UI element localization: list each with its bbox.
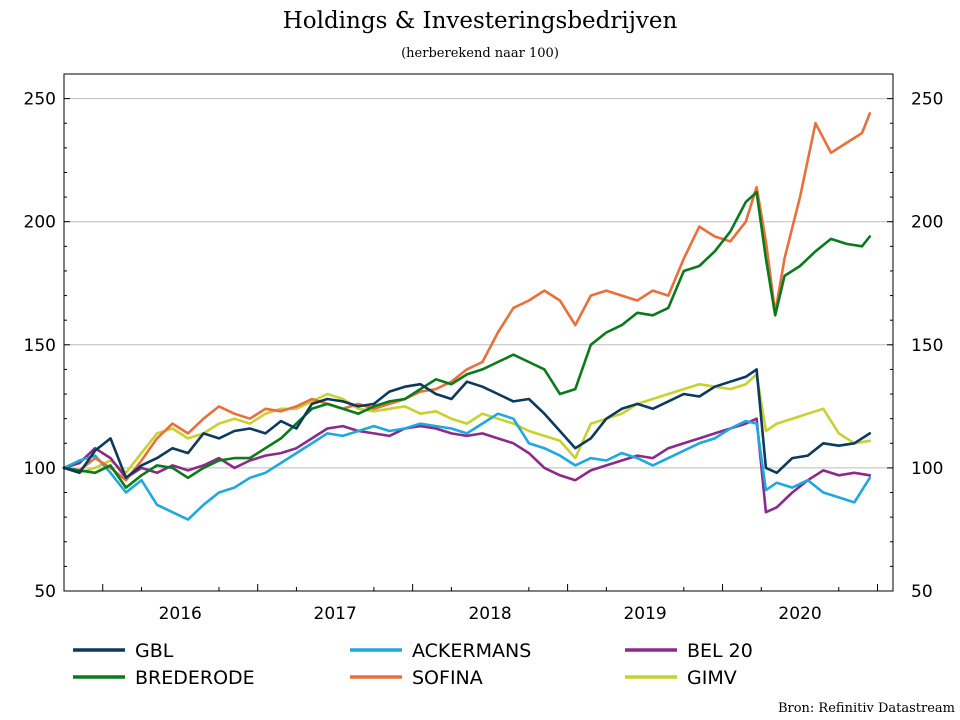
y-tick-right-100: 100 — [911, 459, 943, 479]
y-tick-left-200: 200 — [24, 213, 56, 233]
x-tick-2016: 2016 — [159, 604, 202, 624]
x-tick-2017: 2017 — [314, 604, 357, 624]
x-tick-2018: 2018 — [468, 604, 511, 624]
series-line-brederode — [62, 190, 872, 489]
y-tick-left-100: 100 — [24, 459, 56, 479]
series-line-ackermans — [62, 412, 872, 521]
source-note: Bron: Refinitiv Datastream — [778, 701, 955, 716]
y-tick-right-250: 250 — [911, 90, 943, 110]
series-line-gimv — [62, 373, 872, 475]
series-lines — [62, 112, 872, 521]
legend-label-sofina: SOFINA — [412, 667, 483, 689]
legend-label-gbl: GBL — [135, 640, 174, 662]
legend-label-bel-20: BEL 20 — [687, 640, 753, 662]
gridlines — [64, 98, 893, 592]
legend-label-ackermans: ACKERMANS — [412, 640, 531, 662]
y-axis-left: 50 100 150 200 250 — [24, 73, 70, 602]
y-tick-right-150: 150 — [911, 336, 943, 356]
y-tick-left-150: 150 — [24, 336, 56, 356]
y-tick-right-50: 50 — [911, 582, 933, 602]
x-tick-2020: 2020 — [778, 604, 821, 624]
plot-frame — [63, 73, 894, 592]
x-axis: 2016 2017 2018 2019 2020 — [63, 584, 879, 624]
y-tick-right-200: 200 — [911, 213, 943, 233]
legend-label-gimv: GIMV — [687, 667, 737, 689]
y-tick-left-50: 50 — [34, 582, 56, 602]
series-line-gbl — [62, 368, 872, 480]
x-tick-2019: 2019 — [623, 604, 666, 624]
y-tick-left-250: 250 — [24, 90, 56, 110]
legend: GBL ACKERMANS BEL 20 BREDERODE SOFINA GIMV — [73, 640, 753, 689]
chart-title: Holdings & Investeringsbedrijven — [283, 8, 678, 34]
series-line-sofina — [62, 112, 872, 482]
y-axis-right: 50 100 150 200 250 — [887, 73, 943, 602]
legend-label-brederode: BREDERODE — [135, 667, 255, 689]
chart-subtitle: (herberekend naar 100) — [401, 46, 559, 61]
